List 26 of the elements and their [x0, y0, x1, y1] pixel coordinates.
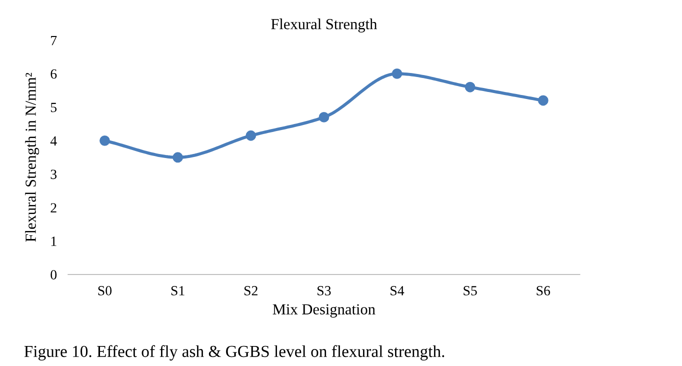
- x-tick-label: S5: [464, 286, 477, 296]
- point: [392, 68, 402, 79]
- y-tick-label: 1: [51, 236, 56, 246]
- y-tick-label: 6: [50, 69, 57, 79]
- point: [538, 95, 548, 106]
- x-tick-label: S4: [390, 286, 404, 296]
- x-tick-label: S2: [244, 286, 258, 296]
- caption: Figure 10. Effect of fly ash & GGBS level on flexural strength.: [24, 345, 444, 361]
- y-tick-label: 5: [50, 102, 57, 112]
- point: [318, 112, 330, 122]
- y-tick-label: 2: [50, 203, 56, 212]
- point: [100, 135, 110, 146]
- point: [246, 130, 256, 141]
- point: [464, 82, 476, 92]
- x-tick-label: S1: [171, 286, 184, 296]
- y-axis-title: Flexural Strength in N/mm²: [25, 72, 40, 242]
- x-tick-label: S3: [318, 286, 331, 296]
- y-tick-label: 7: [51, 36, 57, 46]
- y-tick-label: 3: [50, 170, 57, 180]
- x-tick-label: S0: [98, 286, 112, 296]
- x-axis-title: Mix Designation: [272, 304, 376, 318]
- x-tick-label: S6: [536, 286, 550, 296]
- point: [172, 152, 184, 163]
- y-tick-label: 0: [50, 270, 57, 280]
- y-tick-label: 4: [50, 136, 57, 146]
- chart-title: Flexural Strength: [271, 18, 377, 32]
